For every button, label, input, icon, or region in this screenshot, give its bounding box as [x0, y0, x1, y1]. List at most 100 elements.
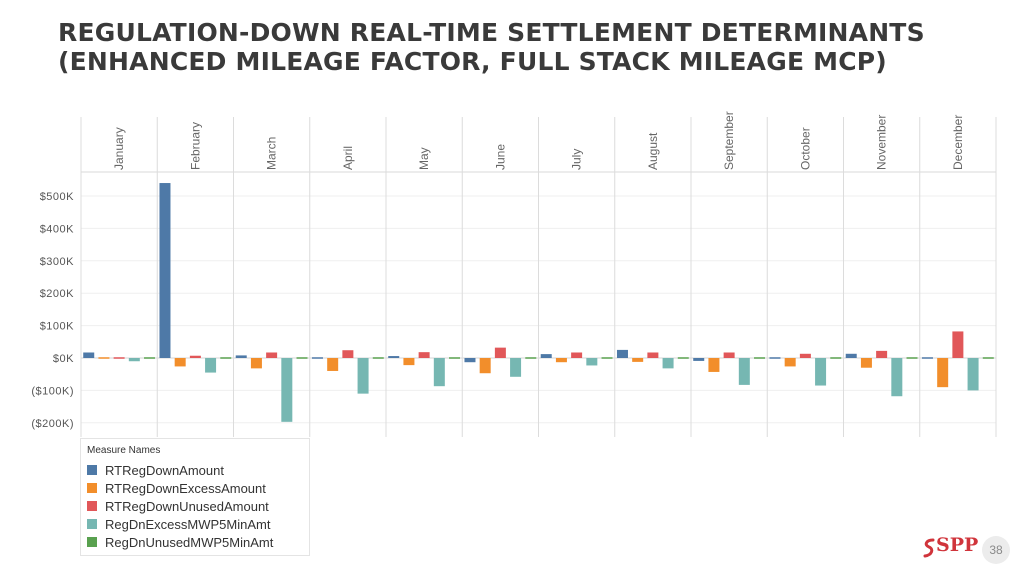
legend-label: RTRegDownUnusedAmount — [105, 498, 269, 514]
month-label: June — [493, 144, 507, 170]
legend-item: RegDnUnusedMWP5MinAmt — [81, 533, 309, 551]
bar-RegDnUnusedMWP5MinAmt-December — [982, 357, 994, 359]
bar-RTRegDownAmount-September — [693, 358, 705, 361]
month-label: April — [341, 146, 355, 170]
bar-RTRegDownExcessAmount-April — [327, 358, 339, 371]
bar-RTRegDownAmount-June — [464, 358, 476, 363]
spp-logo: SPP — [922, 534, 979, 560]
spp-swirl-icon — [923, 538, 935, 558]
bar-RegDnExcessMWP5MinAmt-June — [510, 358, 522, 377]
bar-RTRegDownUnusedAmount-February — [189, 355, 201, 358]
bar-RegDnExcessMWP5MinAmt-October — [815, 358, 827, 386]
bar-RegDnUnusedMWP5MinAmt-November — [906, 357, 918, 359]
bar-RegDnExcessMWP5MinAmt-February — [205, 358, 217, 373]
y-tick-label: $200K — [40, 288, 74, 300]
bar-RTRegDownAmount-October — [769, 357, 781, 359]
bar-RTRegDownAmount-November — [845, 353, 857, 358]
bar-RegDnExcessMWP5MinAmt-April — [357, 358, 369, 394]
y-tick-label: $400K — [40, 223, 74, 235]
legend-item: RTRegDownExcessAmount — [81, 479, 309, 497]
legend-swatch — [87, 483, 97, 493]
month-label: August — [646, 132, 660, 170]
legend-item: RTRegDownUnusedAmount — [81, 497, 309, 515]
bar-RegDnUnusedMWP5MinAmt-January — [144, 357, 156, 359]
bar-RegDnUnusedMWP5MinAmt-May — [449, 357, 461, 359]
bar-RegDnUnusedMWP5MinAmt-June — [525, 357, 537, 359]
bar-RTRegDownAmount-May — [388, 356, 400, 358]
bar-RTRegDownExcessAmount-July — [555, 358, 567, 363]
bar-RTRegDownAmount-January — [83, 352, 95, 358]
brand-name: SPP — [936, 534, 979, 556]
bar-RTRegDownAmount-February — [159, 183, 171, 358]
month-label: October — [798, 127, 812, 170]
bar-RegDnUnusedMWP5MinAmt-April — [372, 357, 384, 359]
month-label: January — [112, 127, 126, 170]
legend-label: RTRegDownExcessAmount — [105, 480, 266, 496]
bar-RTRegDownUnusedAmount-December — [952, 331, 964, 358]
bar-RTRegDownUnusedAmount-September — [723, 352, 735, 358]
bar-RegDnExcessMWP5MinAmt-December — [967, 358, 979, 391]
bar-RegDnExcessMWP5MinAmt-May — [433, 358, 445, 387]
bar-RTRegDownUnusedAmount-October — [799, 353, 811, 358]
legend-title: Measure Names — [87, 445, 161, 456]
bar-RTRegDownUnusedAmount-November — [876, 350, 888, 358]
legend-item: RTRegDownAmount — [81, 461, 309, 479]
bar-RTRegDownExcessAmount-February — [174, 358, 186, 367]
y-tick-label: ($200K) — [31, 418, 74, 430]
y-tick-label: $300K — [40, 256, 74, 268]
bar-RegDnExcessMWP5MinAmt-September — [738, 358, 750, 385]
bar-RegDnUnusedMWP5MinAmt-July — [601, 357, 613, 359]
bar-RTRegDownExcessAmount-October — [784, 358, 796, 367]
y-tick-label: $500K — [40, 191, 74, 203]
legend-swatch — [87, 519, 97, 529]
month-label: May — [417, 147, 431, 170]
bar-RTRegDownExcessAmount-November — [860, 358, 872, 368]
bar-RTRegDownUnusedAmount-August — [647, 352, 659, 358]
legend-label: RegDnExcessMWP5MinAmt — [105, 516, 271, 532]
bar-RTRegDownExcessAmount-March — [250, 358, 262, 369]
month-label: July — [570, 149, 584, 170]
legend-swatch — [87, 537, 97, 547]
bar-RegDnExcessMWP5MinAmt-November — [891, 358, 903, 397]
bar-RTRegDownUnusedAmount-January — [113, 357, 125, 359]
legend-label: RegDnUnusedMWP5MinAmt — [105, 534, 274, 550]
bar-RTRegDownAmount-March — [235, 355, 247, 358]
bar-RTRegDownUnusedAmount-April — [342, 350, 354, 358]
bar-RTRegDownAmount-July — [540, 354, 552, 358]
bar-RTRegDownExcessAmount-January — [98, 357, 110, 359]
bar-RegDnExcessMWP5MinAmt-January — [128, 358, 140, 362]
bar-chart: $500K $400K $300K $200K $100K $0K ($100K) ($200… — [31, 111, 997, 437]
legend-swatch — [87, 465, 97, 475]
bar-RegDnUnusedMWP5MinAmt-February — [220, 357, 232, 359]
legend: Measure Names RTRegDownAmount RTRegDownEx… — [80, 438, 310, 556]
bar-RTRegDownExcessAmount-December — [937, 358, 949, 388]
bar-RegDnUnusedMWP5MinAmt-September — [754, 357, 766, 359]
bar-RegDnUnusedMWP5MinAmt-March — [296, 357, 308, 359]
y-tick-label: $0K — [53, 353, 74, 365]
month-label: December — [951, 115, 965, 170]
legend-swatch — [87, 501, 97, 511]
bar-RegDnExcessMWP5MinAmt-July — [586, 358, 598, 366]
page-title: REGULATION-DOWN REAL-TIME SETTLEMENT DET… — [58, 18, 925, 76]
page-number: 38 — [982, 536, 1010, 564]
bar-RTRegDownExcessAmount-August — [632, 358, 644, 362]
bar-RTRegDownAmount-August — [616, 349, 628, 358]
bar-RTRegDownExcessAmount-June — [479, 358, 491, 374]
bar-RTRegDownAmount-December — [921, 357, 933, 359]
bar-RegDnUnusedMWP5MinAmt-August — [677, 357, 689, 359]
bar-RTRegDownExcessAmount-September — [708, 358, 720, 372]
y-tick-label: ($100K) — [31, 385, 74, 397]
legend-item: RegDnExcessMWP5MinAmt — [81, 515, 309, 533]
bar-RegDnExcessMWP5MinAmt-March — [281, 358, 293, 422]
bar-RTRegDownExcessAmount-May — [403, 358, 415, 366]
month-label: November — [875, 115, 889, 170]
month-label: September — [722, 111, 736, 170]
month-label: March — [265, 137, 279, 170]
bar-RTRegDownUnusedAmount-June — [494, 347, 506, 358]
month-label: February — [188, 122, 202, 170]
bar-RTRegDownAmount-April — [311, 357, 323, 359]
bar-RegDnExcessMWP5MinAmt-August — [662, 358, 674, 369]
legend-label: RTRegDownAmount — [105, 462, 224, 478]
bar-RTRegDownUnusedAmount-May — [418, 352, 430, 358]
bar-RegDnUnusedMWP5MinAmt-October — [830, 357, 842, 359]
